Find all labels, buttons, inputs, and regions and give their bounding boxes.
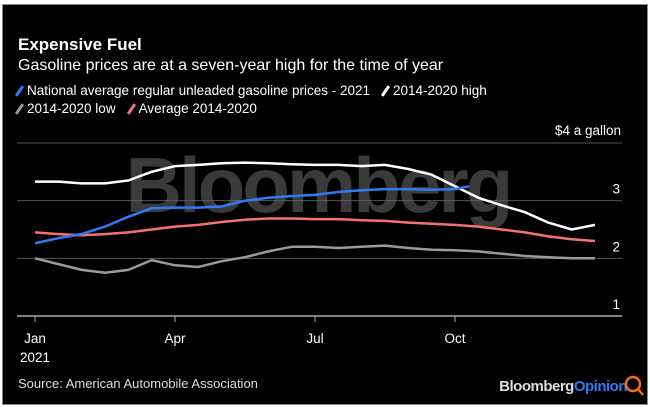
y-tick-label: 2 bbox=[612, 239, 620, 254]
x-tick-label: Jan bbox=[24, 331, 46, 346]
y-tick-label: 3 bbox=[612, 182, 620, 197]
legend-item-low: 2014-2020 low Average 2014-2020 bbox=[14, 101, 257, 116]
magnifier-icon bbox=[624, 375, 642, 393]
x-tick-label: Oct bbox=[444, 331, 465, 346]
x-tick-label: Jul bbox=[306, 331, 323, 346]
legend-label: Average 2014-2020 bbox=[138, 101, 257, 116]
x-tick-sublabel: 2021 bbox=[20, 350, 50, 365]
magnifier-handle bbox=[637, 388, 644, 396]
legend-label: 2014-2020 high bbox=[392, 83, 487, 98]
series-line-2 bbox=[34, 244, 595, 275]
x-tick-label: Apr bbox=[164, 331, 186, 346]
bloomberg-opinion-logo: BloombergOpinion bbox=[499, 378, 627, 395]
chart-subtitle: Gasoline prices are at a seven-year high… bbox=[18, 57, 444, 74]
bloomberg-watermark: Bloomberg bbox=[126, 141, 511, 229]
chart-title: Expensive Fuel bbox=[18, 35, 142, 54]
chart-frame: Expensive Fuel Gasoline prices are at a … bbox=[2, 4, 648, 405]
y-unit-label: $4 a gallon bbox=[554, 123, 621, 138]
legend-item-2021: National average regular unleaded gasoli… bbox=[14, 83, 487, 98]
series-line-3 bbox=[34, 217, 596, 243]
logo-brand: Bloomberg bbox=[499, 378, 574, 395]
series-line-1 bbox=[35, 161, 596, 231]
logo-suffix: Opinion bbox=[573, 378, 628, 395]
legend-label: National average regular unleaded gasoli… bbox=[27, 83, 370, 98]
legend-label: 2014-2020 low bbox=[27, 101, 116, 116]
series-line-0 bbox=[34, 185, 470, 245]
source-note: Source: American Automobile Association bbox=[18, 376, 258, 391]
y-tick-label: 1 bbox=[612, 297, 620, 312]
